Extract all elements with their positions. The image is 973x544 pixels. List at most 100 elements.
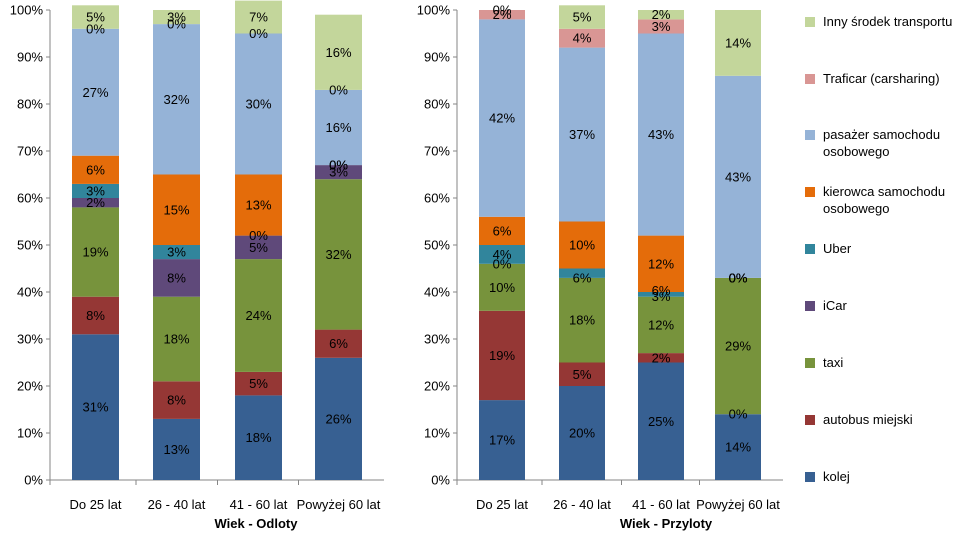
bar-inny-środek-transportu bbox=[715, 10, 761, 76]
data-label-pasażer-samochodu-osobowego: 43% bbox=[725, 169, 751, 184]
legend-item-autobus-miejski: autobus miejski bbox=[805, 411, 973, 428]
data-label-pasażer-samochodu-osobowego: 27% bbox=[82, 85, 108, 100]
legend-label: Inny środek transportu bbox=[823, 14, 953, 29]
data-label-taxi: 32% bbox=[325, 247, 351, 262]
y-tick-label: 0% bbox=[431, 473, 450, 488]
bar-kierowca-samochodu-osobowego bbox=[479, 216, 525, 245]
bar-uber bbox=[153, 245, 200, 260]
data-label-uber: 0% bbox=[249, 228, 268, 243]
bar-icar bbox=[72, 198, 119, 208]
y-tick-label: 90% bbox=[17, 50, 43, 65]
legend-label: Traficar (carsharing) bbox=[823, 71, 940, 86]
bar-inny-środek-transportu bbox=[315, 14, 362, 90]
bar-taxi bbox=[479, 263, 525, 311]
x-axis-title: Wiek - Przyloty bbox=[620, 516, 713, 531]
x-axis-title: Wiek - Odloty bbox=[215, 516, 299, 531]
y-tick-label: 40% bbox=[424, 285, 450, 300]
legend-label: taxi bbox=[823, 355, 844, 370]
data-label-kolej: 18% bbox=[245, 430, 271, 445]
data-label-icar: 3% bbox=[329, 165, 348, 180]
bar-taxi bbox=[315, 179, 362, 330]
bar-kolej bbox=[153, 418, 200, 480]
bar-traficar-carsharing bbox=[559, 28, 605, 48]
data-label-autobus-miejski: 5% bbox=[573, 367, 592, 382]
data-label-uber: 3% bbox=[167, 245, 186, 260]
data-label-kolej: 31% bbox=[82, 400, 108, 415]
bar-pasażer-samochodu-osobowego bbox=[638, 33, 684, 236]
data-label-kierowca-samochodu-osobowego: 15% bbox=[163, 202, 189, 217]
bar-autobus-miejski bbox=[315, 329, 362, 358]
y-tick-label: 50% bbox=[424, 238, 450, 253]
y-tick-label: 80% bbox=[424, 97, 450, 112]
data-label-uber: 0% bbox=[729, 270, 748, 285]
legend-label: kolej bbox=[823, 469, 850, 484]
y-tick-label: 100% bbox=[417, 3, 451, 18]
x-tick-label: Powyżej 60 lat bbox=[696, 497, 780, 512]
data-label-traficar-carsharing: 0% bbox=[86, 21, 105, 36]
bar-icar bbox=[235, 235, 282, 260]
legend-swatch bbox=[805, 358, 815, 368]
data-label-inny-środek-transportu: 3% bbox=[167, 10, 186, 25]
legend-item-taxi: taxi bbox=[805, 354, 973, 371]
bar-kolej bbox=[479, 400, 525, 480]
legend-swatch bbox=[805, 244, 815, 254]
data-label-inny-środek-transportu: 0% bbox=[493, 3, 512, 18]
y-tick-label: 70% bbox=[424, 144, 450, 159]
stacked-bar-charts: 0% 10% 20% 30% 40% 50% 60% 70% 80% 90% 100% 31% 8% 19… bbox=[10, 0, 783, 531]
y-tick-label: 0% bbox=[24, 473, 43, 488]
bar-taxi bbox=[715, 277, 761, 415]
bar-inny-środek-transportu bbox=[153, 10, 200, 25]
y-tick-label: 60% bbox=[17, 191, 43, 206]
y-tick-label: 40% bbox=[17, 285, 43, 300]
data-label-taxi: 18% bbox=[569, 313, 595, 328]
data-label-pasażer-samochodu-osobowego: 43% bbox=[648, 127, 674, 142]
bar-kolej bbox=[315, 357, 362, 480]
data-label-pasażer-samochodu-osobowego: 37% bbox=[569, 127, 595, 142]
data-label-inny-środek-transportu: 2% bbox=[652, 7, 671, 22]
data-label-icar: 8% bbox=[167, 270, 186, 285]
y-tick-label: 70% bbox=[17, 144, 43, 159]
data-label-kolej: 20% bbox=[569, 426, 595, 441]
legend-item-icar: iCar bbox=[805, 297, 973, 314]
data-label-extra: 3% bbox=[652, 289, 671, 304]
y-tick-label: 50% bbox=[17, 238, 43, 253]
data-label-kierowca-samochodu-osobowego: 6% bbox=[86, 162, 105, 177]
data-label-inny-środek-transportu: 7% bbox=[249, 10, 268, 25]
data-label-pasażer-samochodu-osobowego: 16% bbox=[325, 120, 351, 135]
y-tick-label: 30% bbox=[17, 332, 43, 347]
x-tick-label: 26 - 40 lat bbox=[553, 497, 611, 512]
data-label-autobus-miejski: 5% bbox=[249, 376, 268, 391]
data-label-taxi: 29% bbox=[725, 339, 751, 354]
data-label-kierowca-samochodu-osobowego: 10% bbox=[569, 238, 595, 253]
data-label-icar: 0% bbox=[729, 270, 748, 285]
data-label-kolej: 17% bbox=[489, 433, 515, 448]
x-tick-label: Powyżej 60 lat bbox=[297, 497, 381, 512]
bar-inny-środek-transportu bbox=[72, 5, 119, 29]
data-label-kolej: 14% bbox=[725, 440, 751, 455]
bar-uber bbox=[638, 292, 684, 297]
data-label-kierowca-samochodu-osobowego: 6% bbox=[493, 223, 512, 238]
data-label-traficar-carsharing: 2% bbox=[493, 7, 512, 22]
y-tick-label: 10% bbox=[17, 426, 43, 441]
data-label-autobus-miejski: 6% bbox=[329, 336, 348, 351]
data-label-kierowca-samochodu-osobowego: 13% bbox=[245, 198, 271, 213]
data-label-traficar-carsharing: 0% bbox=[329, 82, 348, 97]
x-tick-label: 41 - 60 lat bbox=[632, 497, 690, 512]
bar-taxi bbox=[72, 207, 119, 297]
bar-traficar-carsharing bbox=[479, 10, 525, 20]
data-label-kolej: 25% bbox=[648, 414, 674, 429]
x-tick-label: 41 - 60 lat bbox=[230, 497, 288, 512]
data-label-autobus-miejski: 19% bbox=[489, 348, 515, 363]
legend-swatch bbox=[805, 187, 815, 197]
data-label-icar: 2% bbox=[86, 195, 105, 210]
legend-swatch bbox=[805, 472, 815, 482]
bar-kierowca-samochodu-osobowego bbox=[153, 174, 200, 245]
bar-traficar-carsharing bbox=[638, 19, 684, 34]
data-label-extra: 6% bbox=[652, 283, 671, 298]
bar-pasażer-samochodu-osobowego bbox=[559, 47, 605, 222]
data-label-inny-środek-transportu: 5% bbox=[86, 10, 105, 25]
legend-swatch bbox=[805, 74, 815, 84]
data-label-taxi: 10% bbox=[489, 280, 515, 295]
bar-pasażer-samochodu-osobowego bbox=[153, 24, 200, 175]
